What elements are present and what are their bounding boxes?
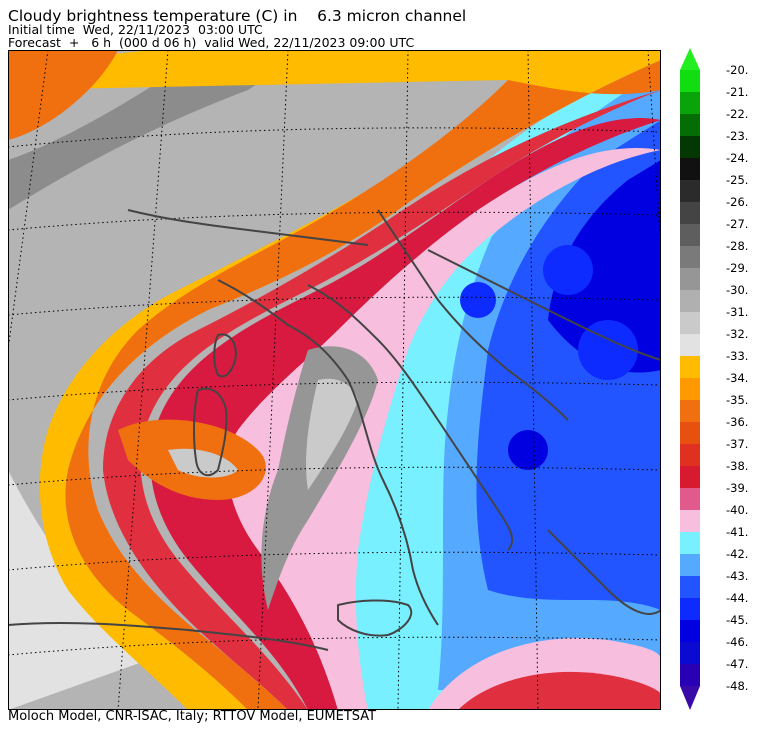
colorbar-swatch <box>680 334 700 356</box>
brightness-temperature-map <box>8 50 661 710</box>
initial-time: Initial time Wed, 22/11/2023 03:00 UTC <box>8 22 263 37</box>
colorbar-tick-label: -31. <box>726 305 748 319</box>
field-gray-italy-inner <box>306 378 358 490</box>
field-deepblue <box>548 160 661 373</box>
colorbar-swatch <box>680 444 700 466</box>
colorbar-swatch <box>680 532 700 554</box>
colorbar-tick-label: -34. <box>726 371 748 385</box>
colorbar-tick-label: -35. <box>726 393 748 407</box>
field-gray-dark-band <box>8 50 308 210</box>
colorbar-swatch <box>680 70 700 92</box>
colorbar-lower-block: -33. -34. -35. -36. -37. -38. -39. -40. -41. -42.… <box>680 349 748 693</box>
colorbar-tick-label: -33. <box>726 349 748 363</box>
colorbar-swatch <box>680 466 700 488</box>
cell-blue-4 <box>460 282 496 318</box>
colorbar-tick-label: -37. <box>726 437 748 451</box>
coast-corsica <box>213 333 237 378</box>
coast-greece <box>547 529 661 615</box>
colorbar-swatch <box>680 246 700 268</box>
colorbar-upper-block: -20. -21. -22. -23. -24. -25. -26. -27. -28. -29.… <box>680 63 748 356</box>
colorbar-tick-label: -40. <box>726 503 748 517</box>
colorbar-tick-label: -29. <box>726 261 748 275</box>
colorbar-tick-label: -38. <box>726 459 748 473</box>
coastlines <box>8 209 661 651</box>
coast-italy-east <box>307 284 514 551</box>
field-swirl-gray <box>168 448 238 478</box>
colorbar-swatch <box>680 422 700 444</box>
colorbar-tick-label: -30. <box>726 283 748 297</box>
colorbar: -20. -21. -22. -23. -24. -25. -26. -27. -28. -29.… <box>680 48 748 710</box>
colorbar-swatch <box>680 92 700 114</box>
colorbar-swatch <box>680 136 700 158</box>
colorbar-bottom-arrow <box>680 686 700 710</box>
colorbar-tick-label: -22. <box>726 107 748 121</box>
cell-blue-3 <box>508 430 548 470</box>
colorbar-tick-label: -43. <box>726 569 748 583</box>
colorbar-tick-label: -42. <box>726 547 748 561</box>
colorbar-tick-label: -46. <box>726 635 748 649</box>
colorbar-swatch <box>680 268 700 290</box>
colorbar-swatch <box>680 576 700 598</box>
colorbar-tick-label: -44. <box>726 591 748 605</box>
map-frame <box>8 50 661 710</box>
border-balkans <box>427 249 661 361</box>
colorbar-swatch <box>680 510 700 532</box>
colorbar-swatch <box>680 598 700 620</box>
colorbar-tick-label: -21. <box>726 85 748 99</box>
field-band-pink <box>227 148 661 710</box>
field-south-red <box>458 671 661 710</box>
colorbar-tick-label: -39. <box>726 481 748 495</box>
colorbar-tick-label: -24. <box>726 151 748 165</box>
colorbar-tick-label: -26. <box>726 195 748 209</box>
colorbar-swatch <box>680 290 700 312</box>
colorbar-tick-label: -36. <box>726 415 748 429</box>
colorbar-swatch <box>680 202 700 224</box>
forecast-time: Forecast + 6 h (000 d 06 h) valid Wed, 2… <box>8 35 415 50</box>
colorbar-swatch <box>680 114 700 136</box>
colorbar-tick-label: -27. <box>726 217 748 231</box>
colorbar-swatch <box>680 664 700 686</box>
coast-sicily <box>337 599 413 637</box>
colorbar-tick-label: -41. <box>726 525 748 539</box>
colorbar-swatch <box>680 356 700 378</box>
colorbar-swatch <box>680 378 700 400</box>
colorbar-swatch <box>680 158 700 180</box>
colorbar-tick-label: -32. <box>726 327 748 341</box>
colorbar-swatch <box>680 224 700 246</box>
colorbar-top-arrow <box>680 48 700 70</box>
colorbar-tick-label: -48. <box>726 679 748 693</box>
colorbar-swatch <box>680 180 700 202</box>
field-band-cyan <box>356 230 498 710</box>
colorbar-swatch <box>680 488 700 510</box>
chart-title: Cloudy brightness temperature (C) in 6.3… <box>8 7 467 25</box>
coast-adriatic-east <box>377 209 569 421</box>
colorbar-tick-label: -23. <box>726 129 748 143</box>
colorbar-tick-label: -47. <box>726 657 748 671</box>
colorbar-swatch <box>680 312 700 334</box>
cell-blue-1 <box>543 245 593 295</box>
coast-sardinia <box>192 387 228 477</box>
credits: Moloch Model, CNR-ISAC, Italy; RTTOV Mod… <box>8 709 377 724</box>
colorbar-tick-label: -45. <box>726 613 748 627</box>
colorbar-tick-label: -28. <box>726 239 748 253</box>
border-alps <box>127 209 369 246</box>
colorbar-swatch <box>680 642 700 664</box>
colorbar-swatch <box>680 620 700 642</box>
colorbar-tick-label: -20. <box>726 63 748 77</box>
colorbar-swatch <box>680 554 700 576</box>
cell-blue-5 <box>596 488 640 532</box>
coast-italy-west <box>217 279 439 626</box>
coast-africa <box>8 621 329 651</box>
colorbar-tick-label: -25. <box>726 173 748 187</box>
colorbar-swatch <box>680 400 700 422</box>
cell-blue-2 <box>578 320 638 380</box>
